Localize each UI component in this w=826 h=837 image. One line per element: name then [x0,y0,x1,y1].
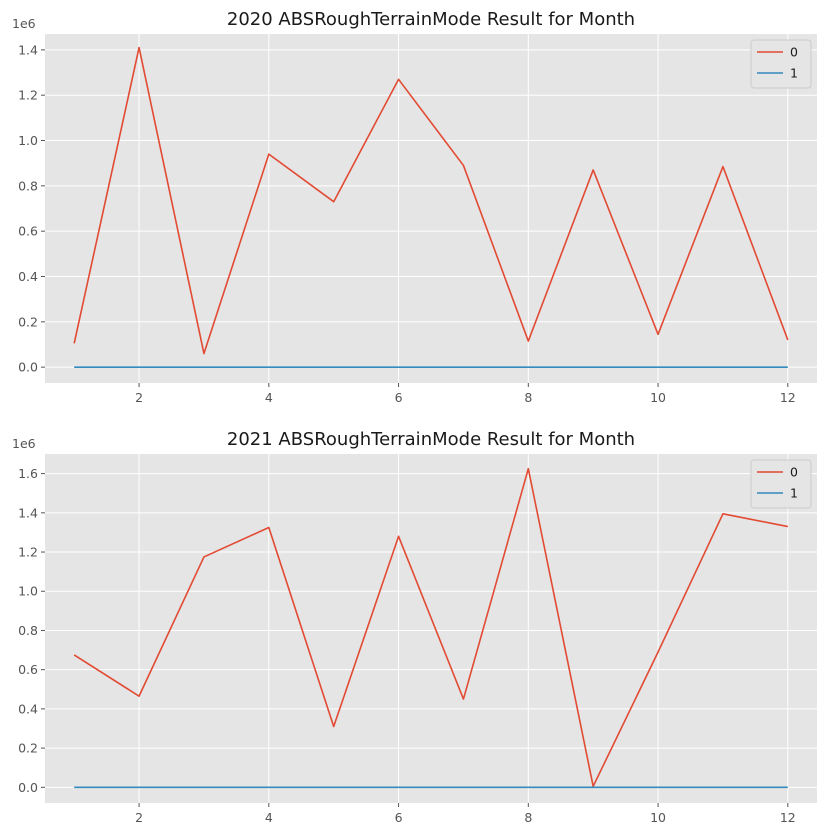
x-tick-label: 12 [780,390,796,405]
x-tick-label: 12 [780,810,796,825]
series-line-0 [73,467,788,788]
x-tick-label: 4 [265,390,273,405]
y-scale-label: 1e6 [12,436,36,451]
y-tick-label: 1.2 [18,545,38,560]
x-tick-label: 6 [395,810,403,825]
y-tick-label: 1.4 [18,42,38,57]
y-tick-label: 0.0 [18,780,38,795]
legend-label-0: 0 [790,465,798,480]
legend: 01 [750,459,812,509]
chart-title: 2021 ABSRoughTerrainMode Result for Mont… [227,429,635,450]
y-tick-label: 0.2 [18,314,38,329]
y-tick-label: 0.8 [18,623,38,638]
x-tick-label: 10 [650,810,666,825]
y-tick-label: 1.2 [18,88,38,103]
chart-title: 2020 ABSRoughTerrainMode Result for Mont… [227,9,635,30]
y-scale-label: 1e6 [12,16,36,31]
legend-label-1: 1 [790,486,798,501]
plot-area [45,454,817,803]
y-tick-label: 0.2 [18,741,38,756]
series-line-0 [73,46,789,355]
y-tick-label: 1.0 [18,133,38,148]
legend-label-1: 1 [790,66,798,81]
x-tick-label: 4 [265,810,273,825]
x-tick-label: 2 [135,810,143,825]
legend-box [750,39,812,89]
y-tick-label: 0.6 [18,224,38,239]
legend-box [750,459,812,509]
legend: 01 [750,39,812,89]
y-tick-label: 0.6 [18,662,38,677]
y-tick-label: 0.8 [18,178,38,193]
y-tick-label: 0.4 [18,701,38,716]
x-tick-label: 10 [650,390,666,405]
x-tick-label: 6 [395,390,403,405]
plot-area [45,34,817,383]
y-tick-label: 0.4 [18,269,38,284]
x-tick-label: 2 [135,390,143,405]
x-tick-label: 8 [524,810,532,825]
y-tick-label: 1.6 [18,466,38,481]
legend-label-0: 0 [790,45,798,60]
y-tick-label: 1.4 [18,505,38,520]
x-tick-label: 8 [524,390,532,405]
y-tick-label: 0.0 [18,360,38,375]
y-tick-label: 1.0 [18,584,38,599]
